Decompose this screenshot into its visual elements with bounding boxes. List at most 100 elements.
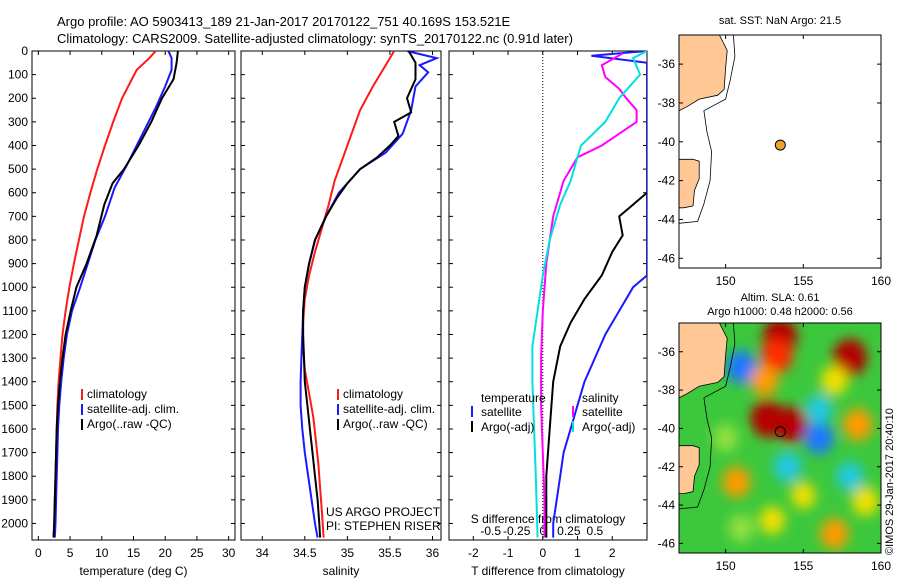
x-tick-label: 150 (716, 274, 736, 288)
map-frame (678, 34, 882, 269)
series-line-argo-raw-qc- (302, 51, 417, 538)
y-tick-label: -38 (658, 383, 676, 397)
y-tick-label: 1800 (1, 469, 28, 483)
sla-blob (805, 394, 833, 424)
map-panel-map_sst: 150 155 160 -36 -38 -40 -42 -44 -46 sat. SST: NaN… (658, 15, 892, 288)
sla-blob (725, 350, 757, 384)
x-tick-label: 0 (539, 546, 546, 560)
y-tick-label: -42 (658, 460, 676, 474)
figure-title-line1: Argo profile: AO 5903413_189 21-Jan-2017… (57, 14, 511, 29)
imos-watermark: ©IMOS 29-Jan-2017 20:40:10 (884, 408, 896, 555)
argo-position-marker (774, 426, 786, 438)
x-axis-label: T difference from climatology (471, 564, 625, 578)
series-line-satellite-adj-clim- (53, 51, 173, 538)
legend-label: Argo(..raw -QC) (343, 417, 428, 431)
x-tick-label: 35.5 (378, 546, 402, 560)
y-tick-label: 800 (8, 233, 28, 247)
shelf-contour (679, 323, 736, 510)
x-axis-label: temperature (deg C) (79, 564, 187, 578)
y-tick-label: 1400 (1, 375, 28, 389)
mainland-land (679, 35, 728, 112)
y-tick-label: 700 (8, 209, 28, 223)
map-title-line1: Altim. SLA: 0.61 (741, 292, 820, 304)
sla-blob (761, 338, 793, 373)
legend-label: Argo(..raw -QC) (87, 417, 172, 431)
y-tick-label: 1900 (1, 493, 28, 507)
x-tick-label: 155 (793, 274, 813, 288)
y-tick-label: -36 (658, 57, 676, 71)
x-tick-label: -2 (468, 546, 479, 560)
sla-blob (750, 365, 779, 396)
map-panel-map_sla: 150 155 160 -36 -38 -40 -42 -44 -46 Altim. SLA: 0… (658, 292, 892, 573)
x-tick-label: 155 (793, 559, 813, 573)
y-tick-label: -46 (658, 536, 676, 550)
y-tick-label: 900 (8, 257, 28, 271)
y-tick-label: 600 (8, 186, 28, 200)
x-tick-label: 0 (35, 546, 42, 560)
x-tick-label: 5 (67, 546, 74, 560)
legend-label: satellite (481, 405, 522, 419)
y-tick-label: 200 (8, 91, 28, 105)
y-tick-label: -38 (658, 96, 676, 110)
salinity-diff-tick-label: 0.25 (557, 524, 581, 538)
y-tick-label: -40 (658, 135, 676, 149)
y-tick-label: -44 (658, 498, 676, 512)
legend-label: satellite (582, 405, 623, 419)
y-tick-label: 1500 (1, 398, 28, 412)
map-content (679, 323, 881, 553)
salinity-diff-tick-label: 0.5 (587, 524, 604, 538)
x-axis-label: salinity (323, 564, 360, 578)
salinity-diff-axis-label: S difference from climatology (471, 512, 626, 526)
y-tick-label: 300 (8, 115, 28, 129)
profile-panel-salinity: 34 34.5 35 35.5 36 salinity climatologysatelli… (240, 50, 442, 578)
sla-blob (722, 466, 751, 498)
y-tick-label: 100 (8, 68, 28, 82)
pi-annotation: PI: STEPHEN RISER (326, 519, 441, 533)
y-tick-label: -44 (658, 212, 676, 226)
y-tick-label: -42 (658, 174, 676, 188)
sla-blob (820, 518, 849, 550)
legend-label: climatology (87, 387, 147, 401)
sla-blob (759, 506, 786, 535)
x-tick-label: 10 (95, 546, 109, 560)
y-tick-label: 500 (8, 162, 28, 176)
map-title-line2: Argo h1000: 0.48 h2000: 0.56 (707, 306, 853, 318)
x-tick-label: 1 (574, 546, 581, 560)
x-tick-label: 20 (159, 546, 173, 560)
series-line-salinity-argo-adj- (531, 51, 647, 538)
series-line-temperature-argo-adj- (545, 191, 647, 538)
series-line-climatology (302, 51, 396, 538)
tasmania-land (679, 445, 700, 495)
x-tick-label: -1 (503, 546, 514, 560)
argo-position-marker (774, 139, 786, 151)
y-tick-label: 1100 (2, 304, 28, 318)
plot-frame (31, 50, 236, 541)
plot-frame (448, 50, 648, 541)
x-tick-label: 25 (190, 546, 204, 560)
legend-label: Argo(-adj) (481, 420, 534, 434)
map-frame (678, 322, 882, 554)
sla-blob (712, 423, 739, 453)
mainland-land (679, 323, 728, 399)
tasmania-land (679, 158, 700, 209)
legend-label: climatology (343, 387, 403, 401)
sla-blob (728, 514, 754, 543)
x-tick-label: 160 (871, 559, 891, 573)
y-tick-label: -46 (658, 251, 676, 265)
shelf-contour (679, 35, 736, 224)
x-tick-label: 34.5 (293, 546, 317, 560)
y-tick-label: 1000 (1, 280, 28, 294)
legend-label: Argo(-adj) (582, 420, 635, 434)
y-tick-label: 1700 (1, 446, 28, 460)
map-title: sat. SST: NaN Argo: 21.5 (719, 15, 841, 27)
salinity-diff-tick-label: 0 (539, 524, 546, 538)
x-tick-label: 160 (871, 274, 891, 288)
x-tick-label: 36 (426, 546, 440, 560)
sla-blob (774, 406, 808, 443)
x-tick-label: 35 (341, 546, 355, 560)
legend-label: satellite-adj. clim. (87, 402, 179, 416)
sla-blob (773, 451, 802, 483)
legend-header-temperature: temperature (481, 391, 546, 405)
profile-panel-temperature: 0100200300400500600700800900100011001200… (1, 44, 235, 578)
